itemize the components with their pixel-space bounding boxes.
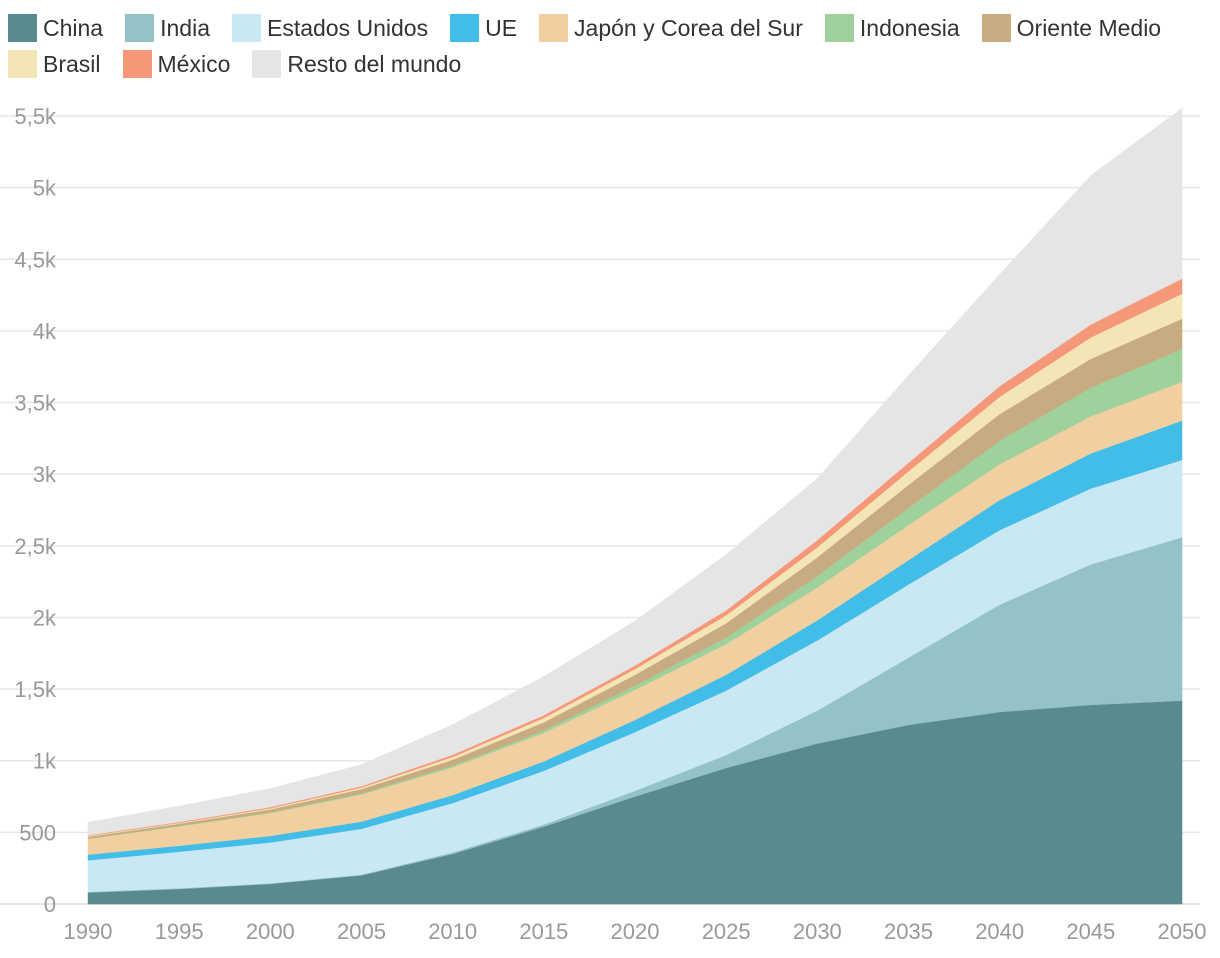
x-tick-label: 2045 <box>1066 919 1115 944</box>
legend-swatch <box>8 50 37 78</box>
y-tick-label: 4,5k <box>14 247 57 272</box>
legend-item-estados-unidos: Estados Unidos <box>231 10 429 46</box>
y-tick-label: 3k <box>33 462 57 487</box>
legend-item-china: China <box>8 10 103 46</box>
x-tick-label: 2050 <box>1158 919 1207 944</box>
legend-label: Resto del mundo <box>287 50 462 77</box>
x-tick-label: 2030 <box>793 919 842 944</box>
y-tick-label: 500 <box>19 820 56 845</box>
legend-label: Japón y Corea del Sur <box>574 14 803 41</box>
x-tick-label: 2035 <box>884 919 933 944</box>
legend-swatch <box>981 14 1011 42</box>
legend-item-brasil: Brasil <box>8 46 101 82</box>
x-tick-label: 1995 <box>155 919 204 944</box>
chart-legend: China India Estados Unidos UE Japón y Corea … <box>8 10 1208 82</box>
legend-label: Estados Unidos <box>266 14 429 41</box>
legend-swatch <box>824 14 854 42</box>
legend-swatch <box>450 14 480 42</box>
area-series <box>87 107 1183 905</box>
legend-swatch <box>539 14 569 42</box>
legend-label: Oriente Medio <box>1016 14 1162 41</box>
x-tick-label: 2040 <box>975 919 1024 944</box>
x-tick-label: 2020 <box>611 919 660 944</box>
legend-swatch <box>231 14 261 42</box>
legend-label: UE <box>485 14 518 41</box>
y-tick-label: 1,5k <box>14 677 57 702</box>
legend-swatch <box>252 50 282 78</box>
x-tick-label: 2005 <box>337 919 386 944</box>
y-tick-label: 2,5k <box>14 534 57 559</box>
axes: 0 500 1k 1,5k 2k 2,5k 3k 3,5k 4k 4,5k 5k 5,5k 1990 19… <box>14 104 1206 944</box>
y-tick-label: 1k <box>33 749 57 774</box>
y-tick-label: 3,5k <box>14 391 57 416</box>
legend-label: México <box>157 50 231 77</box>
y-tick-label: 0 <box>44 892 56 917</box>
legend-swatch <box>8 14 37 42</box>
legend-label: China <box>43 14 104 41</box>
y-tick-label: 5,5k <box>14 104 57 129</box>
y-tick-label: 2k <box>33 605 57 630</box>
legend-swatch <box>125 14 155 42</box>
legend-item-india: India <box>125 10 210 46</box>
legend-swatch <box>122 50 152 78</box>
x-tick-label: 2025 <box>702 919 751 944</box>
legend-item-resto-del-mundo: Resto del mundo <box>252 46 461 82</box>
x-tick-label: 2010 <box>428 919 477 944</box>
legend-label: Brasil <box>43 50 101 77</box>
x-tick-label: 2015 <box>519 919 568 944</box>
x-tick-label: 1990 <box>64 919 113 944</box>
legend-item-ue: UE <box>450 10 517 46</box>
legend-label: Indonesia <box>859 14 960 41</box>
y-tick-label: 5k <box>33 176 57 201</box>
legend-label: India <box>160 14 210 41</box>
y-tick-label: 4k <box>33 319 57 344</box>
legend-item-mexico: México <box>122 46 231 82</box>
legend-item-japon-y-corea-del-sur: Japón y Corea del Sur <box>539 10 803 46</box>
legend-item-oriente-medio: Oriente Medio <box>981 10 1162 46</box>
legend-item-indonesia: Indonesia <box>824 10 960 46</box>
x-tick-label: 2000 <box>246 919 295 944</box>
area-resto-del-mundo <box>87 107 1183 836</box>
